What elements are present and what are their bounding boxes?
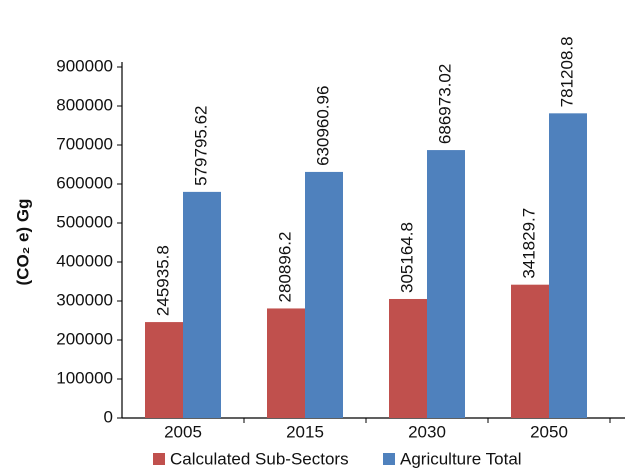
- y-axis-label: (CO₂ e) Gg: [13, 199, 32, 286]
- y-tick-label: 600000: [56, 173, 113, 192]
- y-tick-label: 400000: [56, 251, 113, 270]
- legend-swatch: [383, 453, 395, 465]
- y-tick-label: 300000: [56, 290, 113, 309]
- data-label: 686973.02: [435, 64, 454, 144]
- legend-swatch: [153, 453, 165, 465]
- bar: [427, 150, 465, 419]
- x-tick-label: 2005: [164, 422, 202, 441]
- legend-label: Calculated Sub-Sectors: [170, 449, 349, 468]
- bar: [511, 284, 549, 418]
- y-tick-label: 800000: [56, 95, 113, 114]
- bar: [145, 322, 183, 418]
- bar: [305, 171, 343, 418]
- data-label: 305164.8: [397, 222, 416, 293]
- x-tick-label: 2050: [530, 422, 568, 441]
- data-label: 245935.8: [153, 245, 172, 316]
- bar: [183, 191, 221, 418]
- data-label: 579795.62: [191, 106, 210, 186]
- data-label: 280896.2: [275, 232, 294, 303]
- data-label: 341829.7: [519, 208, 538, 279]
- bar: [549, 113, 587, 419]
- x-tick-label: 2015: [286, 422, 324, 441]
- data-label: 630960.96: [313, 86, 332, 166]
- y-tick-label: 900000: [56, 56, 113, 75]
- data-label: 781208.8: [557, 36, 576, 107]
- legend-label: Agriculture Total: [400, 449, 522, 468]
- x-tick-label: 2030: [408, 422, 446, 441]
- y-tick-label: 700000: [56, 134, 113, 153]
- y-tick-label: 200000: [56, 329, 113, 348]
- y-tick-label: 100000: [56, 368, 113, 387]
- y-tick-label: 0: [104, 407, 113, 426]
- bar: [389, 298, 427, 418]
- y-tick-label: 500000: [56, 212, 113, 231]
- bar: [267, 308, 305, 418]
